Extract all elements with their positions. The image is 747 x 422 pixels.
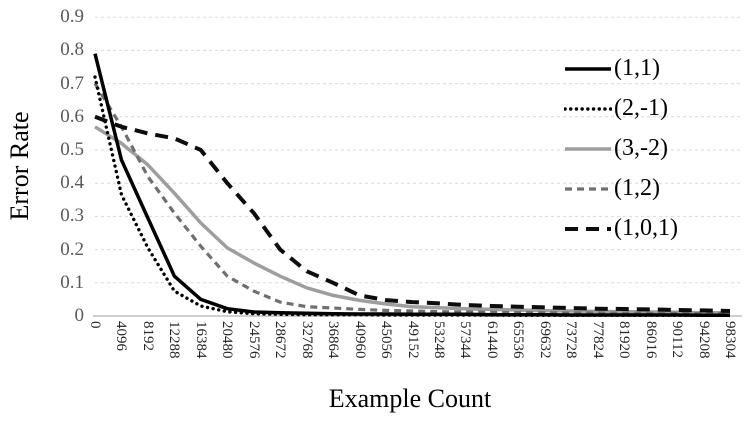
- legend-item-1-2: (1,2): [564, 168, 678, 208]
- legend-line-swatch: [563, 102, 613, 114]
- x-tick-label: 49152: [404, 321, 421, 359]
- legend-item-1-1: (1,1): [564, 48, 678, 88]
- y-tick-label: 0.5: [60, 139, 84, 160]
- x-tick-label: 77824: [589, 321, 606, 359]
- x-axis-title: Example Count: [328, 384, 492, 413]
- y-tick-label: 0.1: [60, 271, 84, 293]
- x-tick-label: 86016: [642, 321, 659, 359]
- y-tick-label: 0.6: [60, 105, 84, 127]
- x-tick-label: 90112: [669, 321, 686, 358]
- x-tick-label: 61440: [483, 321, 500, 359]
- x-tick-label: 20480: [219, 321, 236, 359]
- x-tick-label: 0: [87, 321, 103, 329]
- legend: (1,1) (2,-1) (3,-2) (1,2) (1,0,1): [563, 48, 678, 248]
- y-tick-label: 0.9: [60, 6, 84, 28]
- x-tick-label: 8192: [139, 321, 156, 351]
- x-tick-label: 53248: [430, 321, 447, 359]
- legend-item-3--2: (3,-2): [564, 128, 678, 168]
- x-tick-label: 65536: [510, 321, 527, 359]
- y-axis-title: Error Rate: [5, 111, 34, 221]
- y-tick-label: 0.3: [60, 205, 84, 227]
- y-tick-label: 0.4: [60, 172, 84, 194]
- legend-label: (1,1): [614, 54, 660, 81]
- x-tick-label: 28672: [272, 321, 289, 359]
- legend-item-1-0-1: (1,0,1): [564, 208, 678, 248]
- x-tick-label: 69632: [536, 321, 553, 359]
- series-line-(1,0,1): [94, 114, 731, 313]
- x-tick-label: 98304: [722, 321, 739, 359]
- legend-line-swatch: [564, 222, 612, 234]
- x-tick-label: 94208: [695, 321, 712, 359]
- y-tick-label: 0.2: [60, 238, 84, 260]
- legend-label: (3,-2): [614, 134, 668, 161]
- legend-label: (2,-1): [614, 94, 668, 121]
- x-tick-label: 32768: [298, 321, 315, 359]
- x-tick-label: 45056: [378, 321, 395, 359]
- x-tick-label: 73728: [563, 321, 580, 359]
- legend-label: (1,2): [614, 174, 660, 201]
- x-tick-label: 57344: [457, 321, 474, 359]
- legend-item-2--1: (2,-1): [563, 88, 678, 128]
- x-tick-label: 12288: [166, 321, 183, 359]
- series-line-(1,1): [93, 53, 730, 318]
- x-tick-label: 36864: [325, 321, 342, 359]
- x-tick-label: 24576: [245, 321, 262, 359]
- legend-line-swatch: [564, 62, 612, 74]
- x-tick-label: 81920: [616, 321, 633, 359]
- x-tick-label: 4096: [113, 321, 130, 351]
- legend-line-swatch: [564, 182, 612, 194]
- y-tick-label: 0: [74, 305, 85, 326]
- y-tick-label: 0.8: [60, 39, 84, 61]
- x-tick-label: 16384: [192, 321, 209, 359]
- x-tick-label: 40960: [351, 321, 368, 359]
- legend-label: (1,0,1): [614, 214, 678, 241]
- y-tick-label: 0.7: [60, 72, 84, 94]
- legend-line-swatch: [564, 142, 612, 154]
